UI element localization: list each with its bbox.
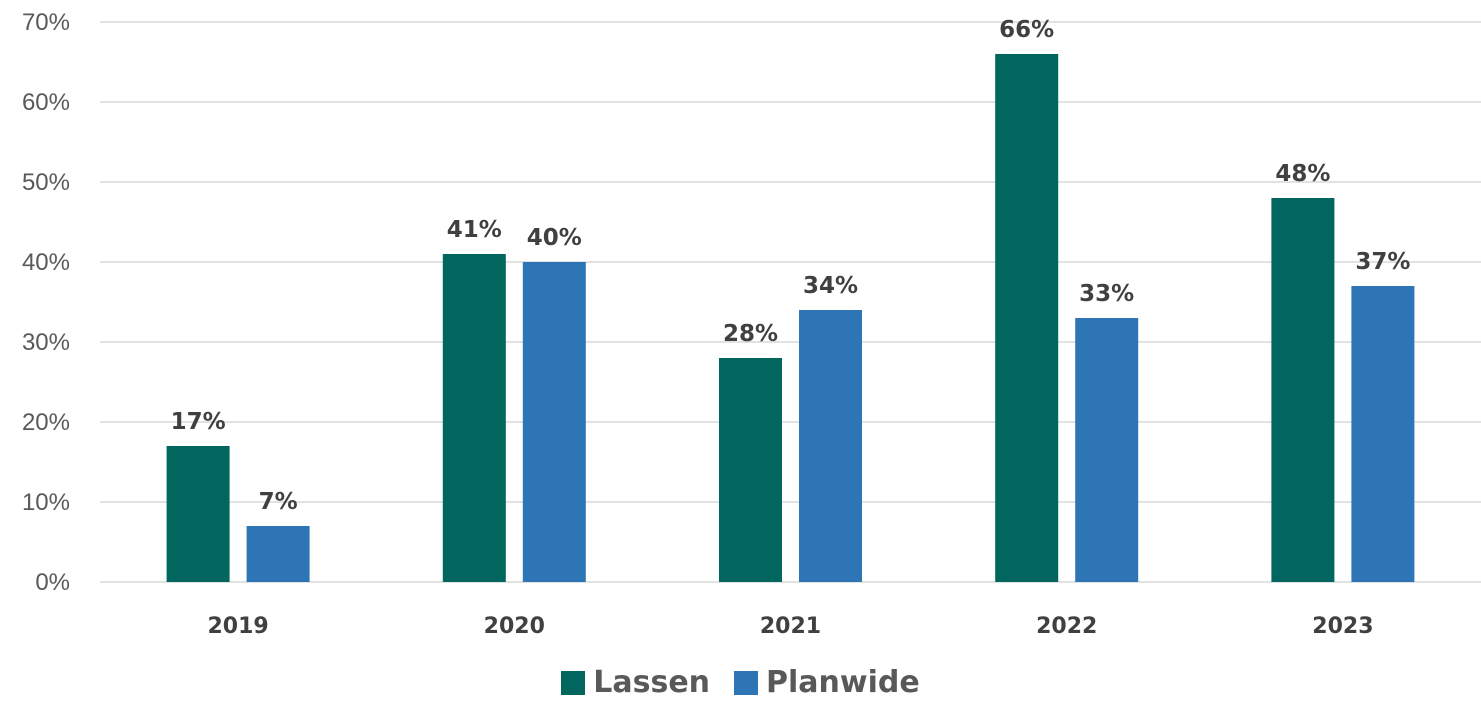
legend-item-planwide: Planwide [734,668,920,698]
data-label-lassen-2019: 17% [171,409,226,435]
y-tick-label: 10% [22,489,70,516]
data-label-planwide-2022: 33% [1079,281,1134,307]
bar-planwide-2020 [522,262,586,582]
bars [166,54,1415,582]
data-label-lassen-2023: 48% [1275,161,1330,187]
y-tick-label: 0% [35,569,70,596]
y-tick-label: 60% [22,89,70,116]
data-label-planwide-2019: 7% [259,489,298,515]
bar-chart: 0% 10% 20% 30% 40% 50% 60% 70% 17% 7% 41% 40% 28% 34… [22,9,1481,639]
bar-lassen-2020 [442,254,506,582]
bar-planwide-2019 [246,526,310,582]
x-category-label-2020: 2020 [484,614,545,639]
legend-label-planwide: Planwide [766,665,920,700]
y-tick-label: 40% [22,249,70,276]
gridlines [100,21,1481,583]
data-label-lassen-2022: 66% [999,17,1054,43]
data-labels: 17% 7% 41% 40% 28% 34% 66% 33% 48% 37% [171,17,1411,515]
y-tick-label: 30% [22,329,70,356]
x-category-label-2019: 2019 [207,614,268,639]
legend-swatch-lassen [561,671,586,695]
bar-planwide-2021 [799,310,862,582]
data-label-lassen-2020: 41% [447,217,502,243]
data-label-planwide-2021: 34% [803,273,858,299]
legend-item-lassen: Lassen [561,668,710,698]
bar-lassen-2019 [166,446,230,582]
data-label-lassen-2021: 28% [723,321,778,347]
x-axis-category-labels: 2019 2020 2021 2022 2023 [207,614,1373,639]
x-category-label-2021: 2021 [760,614,821,639]
x-category-label-2022: 2022 [1036,614,1097,639]
legend: Lassen Planwide [0,668,1481,698]
bar-lassen-2021 [719,358,782,582]
bar-lassen-2023 [1271,198,1335,582]
x-category-label-2023: 2023 [1312,614,1373,639]
data-label-planwide-2023: 37% [1355,249,1410,275]
bar-planwide-2023 [1351,286,1415,582]
legend-swatch-planwide [734,671,759,695]
legend-label-lassen: Lassen [593,665,711,700]
bar-planwide-2022 [1075,318,1139,582]
y-tick-label: 70% [22,9,70,36]
data-label-planwide-2020: 40% [527,225,582,251]
y-axis-tick-labels: 0% 10% 20% 30% 40% 50% 60% 70% [22,9,70,596]
y-tick-label: 20% [22,409,70,436]
y-tick-label: 50% [22,169,70,196]
bar-lassen-2022 [995,54,1059,582]
